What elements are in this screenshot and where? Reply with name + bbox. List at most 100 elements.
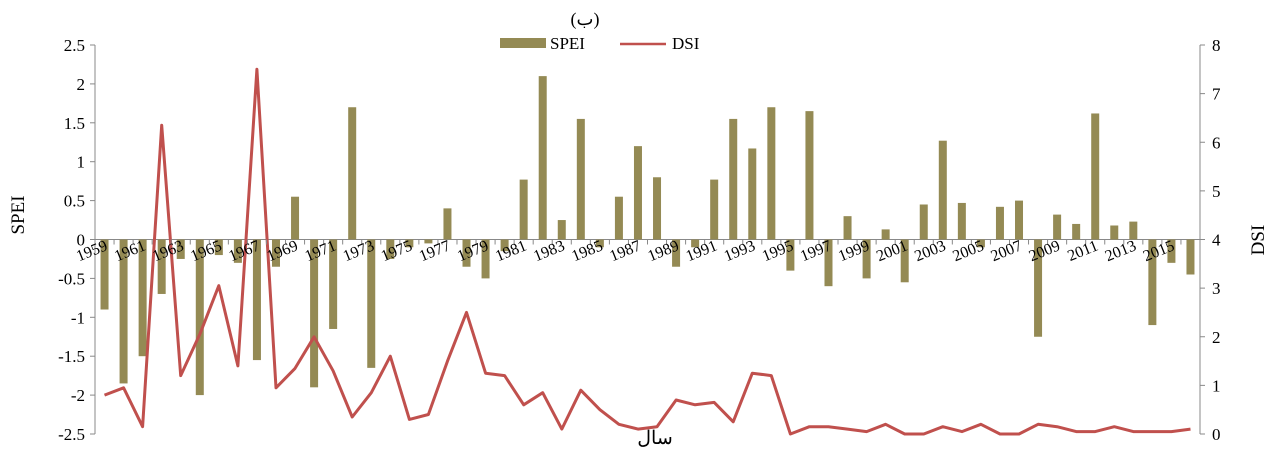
spei-bar (748, 148, 757, 240)
dsi-line (103, 67, 1191, 436)
spei-bar (576, 118, 585, 240)
x-tick-label: 2009 (1027, 237, 1063, 265)
spei-bar (1015, 200, 1024, 240)
spei-bar (233, 239, 242, 263)
x-axis-title: سال (637, 428, 673, 449)
legend-spei-swatch (500, 38, 546, 48)
x-tick-label: 1969 (265, 237, 301, 265)
x-tick-label: 1981 (493, 237, 529, 265)
spei-bar (348, 107, 357, 240)
chart-title: (ب) (571, 9, 600, 30)
y-tick-left-label: -1 (71, 308, 85, 327)
y-tick-right-label: 8 (1212, 36, 1221, 55)
spei-bar (367, 239, 376, 368)
spei-bar (157, 239, 166, 294)
spei-bar (1091, 113, 1100, 240)
spei-bar (462, 239, 471, 267)
legend: SPEI DSI (500, 34, 700, 53)
spei-bar (805, 111, 814, 240)
spei-bar (614, 196, 623, 240)
x-tick-label: 1987 (607, 237, 643, 265)
y-tick-left-label: 0.5 (64, 192, 85, 211)
y-tick-right-label: 7 (1212, 85, 1221, 104)
spei-bar (1129, 221, 1138, 240)
spei-bar (1034, 239, 1043, 337)
spei-bar (767, 107, 776, 240)
legend-dsi-label: DSI (672, 34, 700, 53)
spei-bar (691, 239, 700, 248)
spei-bar (919, 204, 928, 240)
x-ticks: 1959 1961 1963 1965 1967 1969 1971 1973 1975 1977… (74, 237, 1201, 265)
spei-bar (710, 179, 719, 240)
x-tick-label: 2011 (1065, 237, 1100, 265)
y-tick-right-label: 0 (1212, 425, 1221, 444)
y-tick-right-label: 3 (1212, 279, 1221, 298)
spei-bar (214, 239, 223, 256)
spei-bar (329, 239, 338, 329)
y-tick-left-label: -2 (71, 386, 85, 405)
spei-bar (291, 196, 300, 240)
y-tick-left-label: 0 (77, 231, 86, 250)
spei-bar (881, 229, 890, 240)
dsi-line-group (103, 67, 1191, 436)
spei-bar (843, 216, 852, 240)
spei-bar (195, 239, 204, 396)
x-tick-label: 1977 (417, 237, 453, 265)
y-tick-right-label: 4 (1212, 231, 1221, 250)
spei-bar (443, 208, 452, 240)
spei-bar (938, 140, 947, 240)
spei-bar (1110, 225, 1119, 240)
x-tick-label: 1991 (684, 237, 720, 265)
y-tick-left-label: 1 (77, 153, 86, 172)
y-ticks-right: 8 7 6 5 4 3 2 1 0 (1200, 36, 1221, 444)
y-tick-left-label: 2 (77, 75, 86, 94)
y-tick-left-label: 2.5 (64, 36, 85, 55)
spei-bar (729, 118, 738, 240)
y-tick-left-label: -1.5 (58, 347, 85, 366)
legend-spei-label: SPEI (550, 34, 585, 53)
x-tick-label: 1993 (722, 237, 758, 265)
x-tick-label: 2013 (1103, 237, 1139, 265)
spei-bar (538, 76, 547, 240)
spei-bar (900, 239, 909, 283)
spei-bar (862, 239, 871, 279)
spei-bar (271, 239, 280, 267)
spei-bar (500, 239, 509, 252)
spei-bar (405, 239, 414, 248)
x-tick-label: 2003 (912, 237, 948, 265)
spei-bar (424, 239, 433, 244)
spei-bars (100, 76, 1195, 396)
spei-bar (310, 239, 319, 388)
y-tick-right-label: 2 (1212, 328, 1221, 347)
y-tick-right-label: 1 (1212, 376, 1221, 395)
x-tick-label: 1983 (531, 237, 567, 265)
spei-bar (1186, 239, 1195, 275)
spei-bar (481, 239, 490, 279)
x-tick-label: 2007 (988, 237, 1024, 265)
spei-bar (386, 239, 395, 259)
y-axis-right-title: DSI (1248, 225, 1269, 256)
spei-bar (138, 239, 147, 357)
y-axis-left-title: SPEI (8, 195, 29, 234)
spei-bar (786, 239, 795, 271)
spei-bar (1072, 223, 1081, 240)
spei-bar (976, 239, 985, 248)
spei-bar (995, 206, 1004, 240)
x-tick-label: 2005 (950, 237, 986, 265)
spei-bar (100, 239, 109, 310)
y-tick-right-label: 5 (1212, 182, 1221, 201)
spei-bar (119, 239, 128, 384)
spei-bar (595, 239, 604, 248)
spei-bar (633, 146, 642, 240)
spei-bar (176, 239, 185, 259)
spei-bar (252, 239, 261, 361)
x-tick-label: 1965 (188, 237, 224, 265)
spei-bar (824, 239, 833, 287)
spei-bar (1148, 239, 1157, 326)
y-tick-left-label: 1.5 (64, 114, 85, 133)
spei-bar (557, 220, 566, 240)
spei-bar (519, 179, 528, 240)
y-tick-right-label: 6 (1212, 133, 1221, 152)
